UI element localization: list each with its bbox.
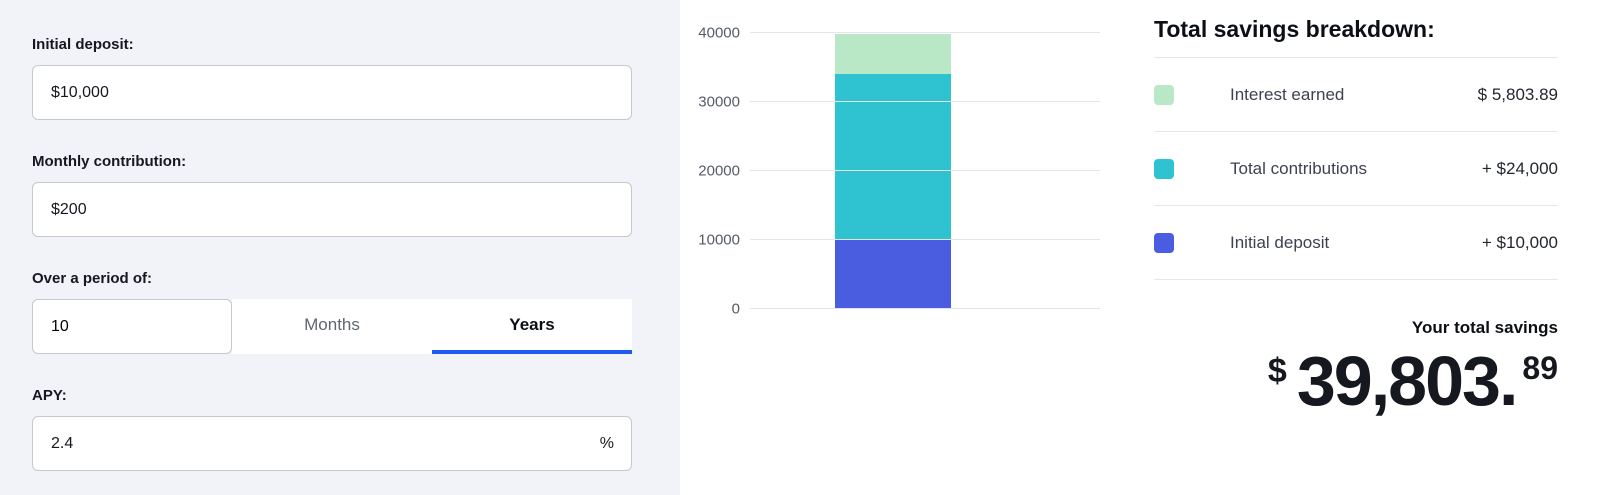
- breakdown-legend: Interest earned $ 5,803.89 Total contrib…: [1154, 57, 1558, 280]
- legend-row-interest-earned: Interest earned $ 5,803.89: [1154, 57, 1558, 131]
- breakdown-title: Total savings breakdown:: [1154, 16, 1435, 42]
- monthly-contribution-label: Monthly contribution:: [32, 153, 187, 170]
- y-tick-label: 40000: [698, 24, 740, 42]
- period-row: Months Years: [32, 299, 632, 354]
- interest-earned-swatch: [1154, 84, 1174, 105]
- chart-y-axis: 0 10000 20000 30000 40000: [680, 26, 750, 317]
- bar-segment-total-contributions: [835, 74, 951, 240]
- savings-bar: [835, 33, 951, 309]
- monthly-contribution-field: Monthly contribution:: [32, 153, 632, 237]
- y-tick-label: 10000: [698, 231, 740, 249]
- currency-symbol: $: [1267, 352, 1287, 390]
- bar-segment-initial-deposit: [835, 240, 951, 309]
- total-savings-amount: $ 39,803. 89: [1154, 346, 1558, 416]
- tab-years[interactable]: Years: [432, 299, 632, 354]
- apy-field: APY: %: [32, 387, 632, 471]
- legend-label: Total contributions: [1230, 158, 1368, 178]
- gridline: [750, 170, 1100, 171]
- initial-deposit-swatch: [1154, 232, 1174, 253]
- period-field: Over a period of: Months Years: [32, 270, 632, 354]
- percent-suffix: %: [599, 434, 614, 452]
- initial-deposit-input[interactable]: [32, 65, 632, 120]
- initial-deposit-label: Initial deposit:: [32, 36, 134, 53]
- y-tick-label: 20000: [698, 162, 740, 180]
- period-label: Over a period of:: [32, 270, 153, 287]
- initial-deposit-field: Initial deposit:: [32, 36, 632, 120]
- tab-months[interactable]: Months: [232, 299, 432, 354]
- calculator-form: Initial deposit: Monthly contribution: O…: [0, 0, 680, 495]
- total-contributions-swatch: [1154, 158, 1174, 179]
- legend-label: Interest earned: [1230, 84, 1345, 104]
- gridline: [750, 32, 1100, 33]
- legend-row-total-contributions: Total contributions + $24,000: [1154, 131, 1558, 205]
- gridline: [750, 101, 1100, 102]
- y-tick-label: 0: [731, 300, 740, 318]
- gridline: [750, 308, 1100, 309]
- chart-plot-area: [750, 32, 1100, 309]
- total-main-digits: 39,803.: [1296, 342, 1519, 420]
- stacked-bar-chart: 0 10000 20000 30000 40000: [680, 26, 1130, 317]
- total-cents: 89: [1522, 350, 1558, 386]
- gridline: [750, 239, 1100, 240]
- breakdown-panel: Total savings breakdown: Interest earned…: [1130, 0, 1600, 495]
- savings-chart-panel: 0 10000 20000 30000 40000: [680, 0, 1130, 495]
- total-savings: Your total savings $ 39,803. 89: [1154, 318, 1558, 416]
- bar-segment-interest-earned: [835, 34, 951, 75]
- monthly-contribution-input[interactable]: [32, 182, 632, 237]
- legend-value: $ 5,803.89: [1477, 84, 1558, 104]
- legend-row-initial-deposit: Initial deposit + $10,000: [1154, 205, 1558, 279]
- total-savings-label: Your total savings: [1411, 318, 1558, 337]
- legend-value: + $10,000: [1481, 232, 1558, 252]
- period-input[interactable]: [32, 299, 232, 354]
- apy-label: APY:: [32, 387, 67, 404]
- legend-label: Initial deposit: [1230, 232, 1330, 252]
- apy-input-wrap: %: [32, 416, 632, 471]
- y-tick-label: 30000: [698, 93, 740, 111]
- apy-input[interactable]: [32, 416, 632, 471]
- legend-value: + $24,000: [1481, 158, 1558, 178]
